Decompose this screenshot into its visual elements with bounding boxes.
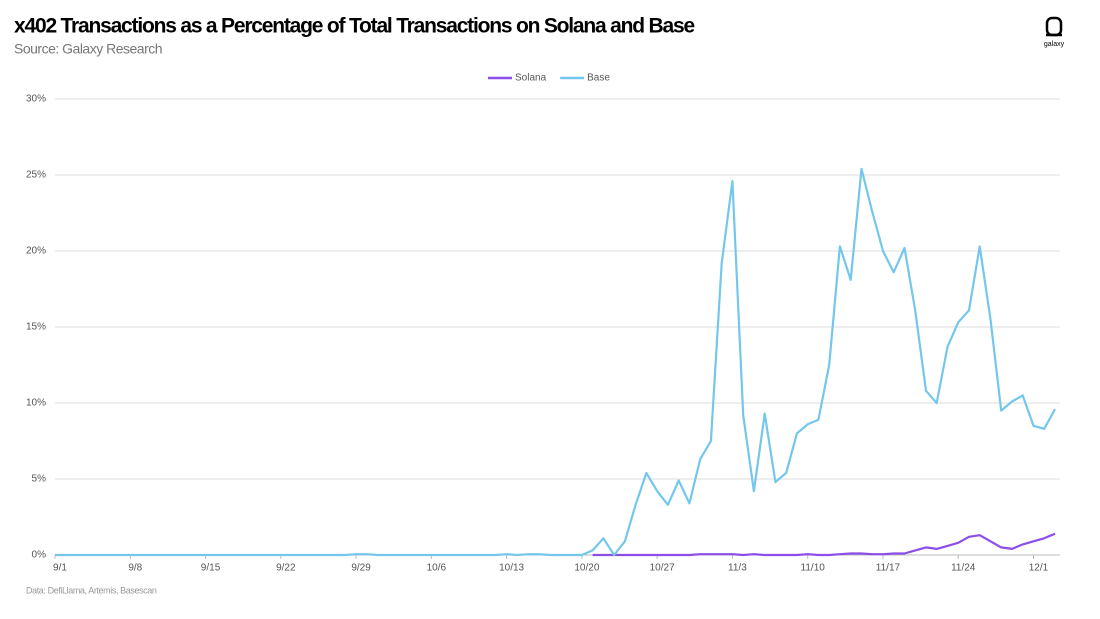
x-tick-label: 10/20 (574, 563, 599, 574)
y-tick-label: 5% (32, 474, 47, 485)
x-tick-label: 9/29 (351, 563, 371, 574)
y-tick-label: 20% (26, 246, 46, 257)
chart-title: x402 Transactions as a Percentage of Tot… (14, 15, 694, 38)
series-line (55, 167, 1056, 557)
x-tick-label: 12/1 (1029, 563, 1049, 574)
logo-mark (1045, 16, 1063, 37)
source-note: Data: DefiLlama, Artemis, Basescan (26, 585, 157, 595)
legend: Solana Base (488, 73, 610, 84)
x-tick-label: 9/1 (53, 563, 67, 574)
y-tick-label: 30% (26, 94, 46, 105)
x-tick-label: 10/6 (427, 563, 447, 574)
series-line (592, 532, 1056, 557)
x-tick-label: 10/13 (499, 563, 524, 574)
x-tick-label: 11/3 (728, 563, 747, 574)
legend-label: Base (587, 73, 610, 84)
logo-text: galaxy (1044, 41, 1065, 48)
legend-label: Solana (515, 73, 547, 84)
chart-subtitle: Source: Galaxy Research (14, 41, 162, 57)
x-tick-label: 11/10 (801, 563, 826, 574)
y-tick-label: 0% (32, 550, 47, 561)
x-tick-label: 11/24 (951, 563, 976, 574)
x-tick-label: 9/15 (201, 563, 221, 574)
y-tick-label: 15% (26, 322, 46, 333)
y-tick-label: 10% (26, 398, 46, 409)
x-tick-label: 9/22 (276, 563, 296, 574)
x-tick-label: 10/27 (650, 563, 675, 574)
x-tick-label: 9/8 (128, 563, 142, 574)
y-tick-label: 25% (26, 170, 46, 181)
logo: galaxy (1044, 16, 1065, 48)
x-tick-label: 11/17 (876, 563, 901, 574)
